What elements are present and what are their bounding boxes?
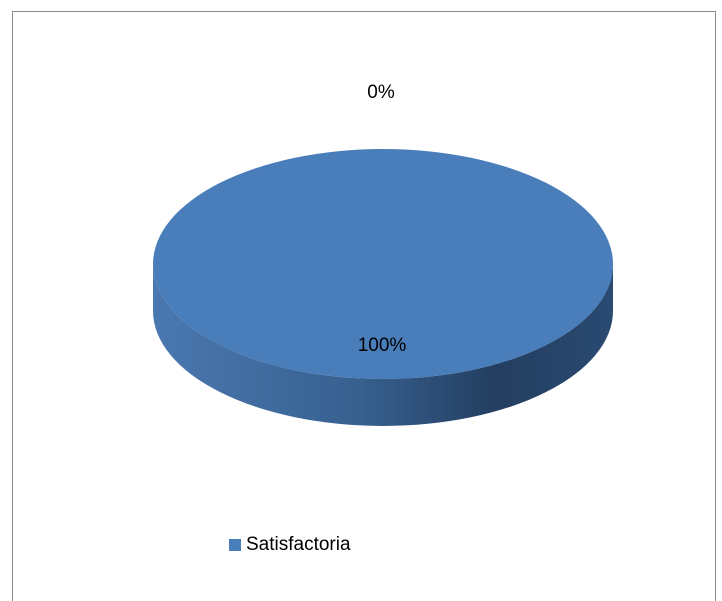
pie-slice-side <box>153 264 613 426</box>
data-label-satisfactoria: 100% <box>358 335 407 356</box>
legend-label-satisfactoria: Satisfactoria <box>246 534 351 555</box>
legend: Satisfactoria <box>229 534 351 556</box>
data-label-zero: 0% <box>367 82 395 103</box>
legend-swatch-satisfactoria <box>229 539 241 551</box>
pie-slice-satisfactoria <box>153 149 613 379</box>
